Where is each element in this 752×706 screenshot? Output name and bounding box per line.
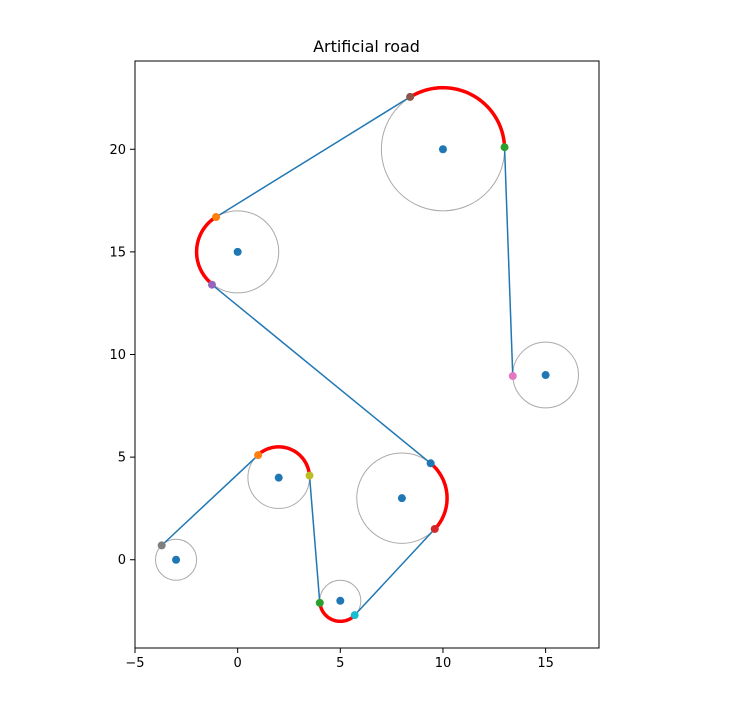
x-tick-label: 10 [435, 656, 452, 671]
points-layer [157, 92, 517, 620]
x-axis: −5 0 5 10 15 [125, 648, 554, 671]
tangent-point [500, 143, 509, 152]
path-segment [308, 475, 321, 603]
x-tick-label: 15 [537, 656, 554, 671]
tangent-point [305, 471, 314, 480]
circle-center-point [233, 247, 242, 256]
tangent-point [430, 524, 439, 533]
path-segment [161, 454, 259, 546]
arc [194, 215, 218, 286]
circle-center-point [438, 145, 447, 154]
tangent-point [157, 541, 166, 550]
path-layer [161, 96, 514, 616]
x-tick-label: 5 [336, 656, 344, 671]
tangent-point [350, 611, 359, 620]
y-tick-label: 0 [118, 553, 126, 568]
circle [155, 538, 198, 581]
circle-center-point [397, 494, 406, 503]
tangent-point [212, 212, 221, 221]
arc [318, 602, 357, 624]
y-tick-label: 15 [109, 245, 126, 260]
tangent-point [207, 280, 216, 289]
y-axis: 0 5 10 15 20 [109, 143, 135, 568]
x-tick-label: −5 [125, 656, 144, 671]
y-tick-label: 20 [109, 143, 126, 158]
circle-center-point [336, 596, 345, 605]
tangent-point [406, 92, 415, 101]
chart-title: Artificial road [313, 37, 420, 56]
tangent-point [426, 459, 435, 468]
tangent-point [254, 451, 263, 460]
path-segment [211, 284, 432, 464]
path-segment [354, 528, 436, 616]
arc [429, 461, 449, 531]
circle-center-point [541, 371, 550, 380]
tangent-point [315, 598, 324, 607]
arcs-layer [194, 85, 507, 624]
path-segment [503, 147, 514, 377]
circle-center-point [172, 555, 181, 564]
x-tick-label: 0 [234, 656, 242, 671]
y-tick-label: 10 [109, 348, 126, 363]
y-tick-label: 5 [118, 451, 126, 466]
tangent-point [508, 372, 517, 381]
arc [409, 85, 507, 148]
arc [256, 445, 312, 476]
path-segment [215, 96, 411, 218]
circle-center-point [274, 473, 283, 482]
centers-layer [172, 145, 550, 605]
